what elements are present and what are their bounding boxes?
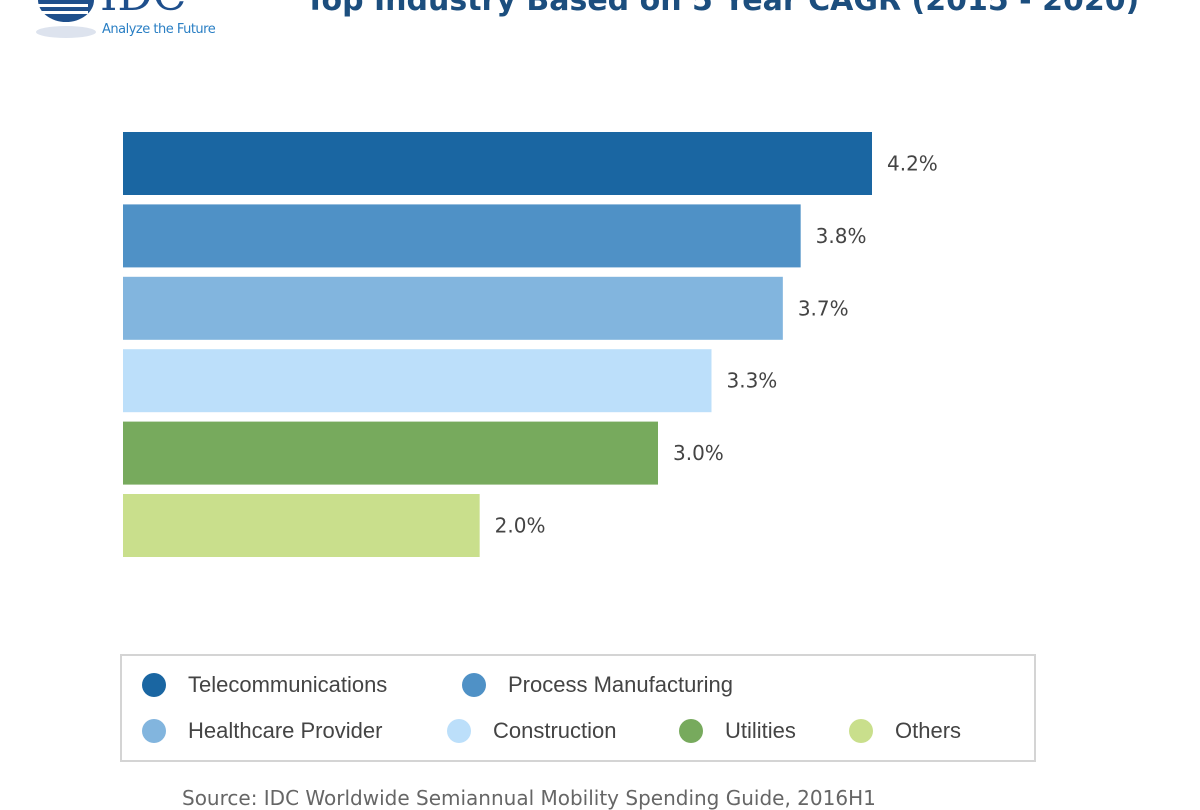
legend-dot-icon	[142, 719, 166, 743]
legend-item: Telecommunications	[142, 672, 387, 698]
data-label: 3.0%	[673, 441, 724, 465]
idc-logo-globe	[28, 0, 96, 38]
legend-label: Others	[895, 718, 962, 743]
legend-item: Construction	[447, 718, 617, 744]
legend-label: Telecommunications	[188, 672, 388, 697]
legend-label: Process Manufacturing	[508, 672, 733, 697]
chart-title: Top Industry Based on 5 Year CAGR (2015 …	[305, 0, 1140, 18]
legend-dot-icon	[462, 673, 486, 697]
bar-chart: 4.2% 3.8% 3.7% 3.3% 3.0% 2.0%	[123, 132, 938, 557]
logo-tagline: Analyze the Future	[102, 22, 216, 37]
data-label: 2.0%	[495, 514, 546, 538]
legend-dot-icon	[849, 719, 873, 743]
bar-process-manufacturing	[123, 204, 801, 268]
legend: Telecommunications Process Manufacturing H…	[120, 654, 1036, 762]
data-label: 3.7%	[798, 296, 849, 320]
bar-construction	[123, 349, 712, 413]
legend-item: Others	[849, 718, 961, 744]
data-label: 3.8%	[816, 224, 867, 248]
legend-dot-icon	[142, 673, 166, 697]
bar-telecommunications	[123, 132, 872, 195]
legend-label: Healthcare Provider	[188, 718, 383, 743]
bar-utilities	[123, 421, 658, 485]
legend-dot-icon	[679, 719, 703, 743]
legend-label: Utilities	[725, 718, 796, 743]
source-note: Source: IDC Worldwide Semiannual Mobilit…	[182, 786, 876, 810]
legend-item: Utilities	[679, 718, 796, 744]
legend-item: Healthcare Provider	[142, 718, 382, 744]
data-label: 4.2%	[887, 152, 938, 176]
logo-text: IDC	[100, 0, 186, 18]
legend-item: Process Manufacturing	[462, 672, 733, 698]
legend-dot-icon	[447, 719, 471, 743]
bar-others	[123, 494, 480, 557]
bar-healthcare-provider	[123, 276, 783, 340]
legend-label: Construction	[493, 718, 617, 743]
data-label: 3.3%	[727, 369, 778, 393]
